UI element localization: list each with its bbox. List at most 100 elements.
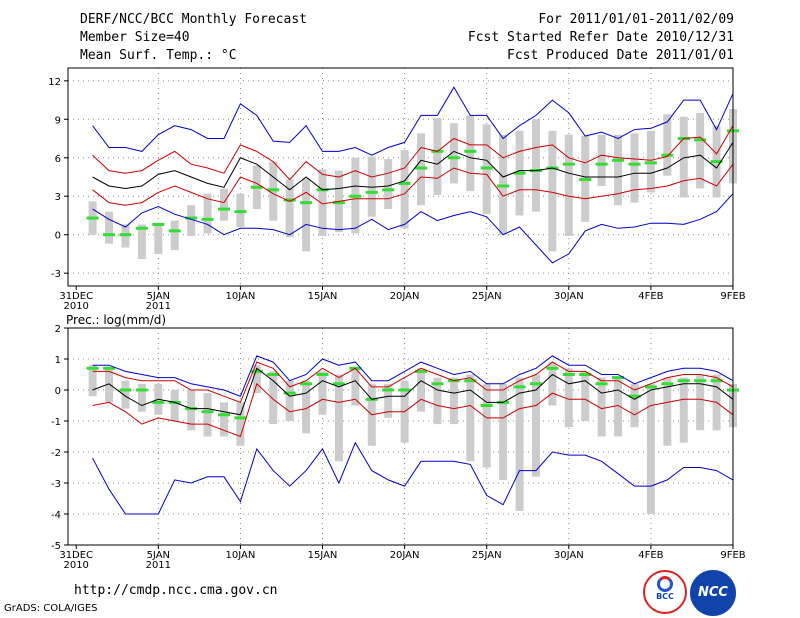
temp-ensemble-box — [384, 159, 393, 210]
forecast-period: For 2011/01/01-2011/02/09 — [538, 12, 734, 27]
temp-x-tick-label: 25JAN — [472, 291, 502, 302]
fcst-produced-date: Fcst Produced Date 2011/01/01 — [507, 48, 734, 63]
temp-max-line — [92, 86, 734, 156]
source-url[interactable]: http://cmdp.ncc.cma.gov.cn — [74, 583, 278, 598]
temp-lower-line — [92, 163, 734, 206]
prec-ensemble-box — [269, 371, 278, 425]
temp-x-tick-label: 31DEC — [59, 291, 93, 302]
temp-upper-line — [92, 125, 734, 181]
temp-ensemble-box — [400, 150, 409, 229]
prec-ensemble-box — [236, 402, 245, 446]
bottom-variable-label: Prec.: log(mm/d) — [66, 313, 166, 327]
prec-x-tick-sublabel: 2010 — [63, 560, 88, 571]
prec-ensemble-box — [630, 383, 639, 428]
grads-credit: GrADS: COLA/IGES — [4, 603, 98, 614]
prec-ensemble-box — [351, 368, 360, 406]
temp-x-tick-label: 15JAN — [308, 291, 338, 302]
temp-ensemble-box — [318, 169, 327, 236]
chart-title: DERF/NCC/BCC Monthly Forecast — [80, 12, 307, 27]
prec-ensemble-box — [384, 383, 393, 418]
temp-x-tick-label: 10JAN — [225, 291, 255, 302]
prec-ensemble-box — [449, 377, 458, 425]
temp-ensemble-box — [105, 211, 114, 244]
prec-ensemble-box — [105, 368, 114, 403]
prec-ensemble-box — [187, 390, 196, 431]
prec-lower-line — [92, 382, 734, 438]
prec-ensemble-box — [302, 380, 311, 434]
prec-upper-line — [92, 361, 734, 404]
temp-min-line — [92, 193, 734, 264]
temp-ensemble-box — [187, 205, 196, 236]
prec-ensemble-box — [696, 374, 705, 431]
prec-ensemble-box — [531, 374, 540, 477]
bcc-logo-swirl-icon — [657, 576, 673, 592]
ncc-logo: NCC — [690, 570, 736, 616]
prec-ensemble-box — [564, 368, 573, 428]
temp-mean-line — [92, 142, 734, 191]
prec-y-tick-label: -1 — [51, 417, 61, 428]
prec-ensemble-box — [252, 365, 261, 394]
prec-y-tick-label: -2 — [51, 448, 61, 459]
prec-ensemble-box — [663, 377, 672, 446]
prec-ensemble-box — [466, 374, 475, 462]
prec-x-tick-label: 25JAN — [472, 550, 502, 561]
temp-y-tick-label: 0 — [55, 231, 61, 242]
prec-ensemble-box — [219, 402, 228, 437]
temp-plot-frame — [67, 67, 734, 287]
prec-ensemble-box — [679, 377, 688, 443]
prec-max-line — [92, 355, 734, 397]
prec-ensemble-box — [548, 362, 557, 406]
temp-ensemble-box — [679, 116, 688, 198]
temp-ensemble-box — [170, 220, 179, 251]
temp-x-tick-label: 30JAN — [554, 291, 584, 302]
temp-ensemble-box — [630, 133, 639, 203]
temp-ensemble-box — [449, 123, 458, 184]
temp-y-tick-label: -3 — [51, 269, 61, 280]
temp-y-tick-label: 6 — [55, 154, 61, 165]
temp-ensemble-box — [597, 134, 606, 186]
prec-ensemble-box — [646, 383, 655, 514]
prec-ensemble-box — [170, 390, 179, 421]
prec-ensemble-box — [581, 371, 590, 421]
prec-x-tick-sublabel: 2011 — [146, 560, 171, 571]
prec-y-tick-label: 0 — [55, 386, 61, 397]
temp-x-tick-sublabel: 2010 — [63, 301, 88, 312]
temp-y-tick-label: 12 — [48, 77, 61, 88]
prec-x-tick-label: 30JAN — [554, 550, 584, 561]
temp-ensemble-box — [219, 188, 228, 221]
prec-ensemble-box — [137, 383, 146, 412]
prec-x-tick-label: 4FEB — [638, 550, 663, 561]
prec-ensemble-box — [88, 365, 97, 397]
prec-ensemble-box — [614, 377, 623, 437]
ncc-logo-text: NCC — [698, 585, 728, 600]
prec-x-tick-label: 10JAN — [225, 550, 255, 561]
prec-ensemble-box — [334, 374, 343, 462]
prec-ensemble-box — [433, 377, 442, 425]
prec-plot-frame — [67, 327, 734, 546]
temp-ensemble-box — [285, 179, 294, 238]
temp-y-tick-label: 9 — [55, 115, 61, 126]
temp-ensemble-box — [548, 130, 557, 252]
prec-ensemble-box — [417, 368, 426, 412]
temp-ensemble-box — [302, 178, 311, 252]
temp-ensemble-box — [531, 119, 540, 212]
prec-y-tick-label: -4 — [51, 510, 61, 521]
prec-y-tick-label: -5 — [51, 541, 61, 552]
temp-x-tick-label: 4FEB — [638, 291, 663, 302]
prec-x-tick-label: 5JAN — [147, 550, 170, 561]
prec-y-tick-label: 1 — [55, 355, 61, 366]
bcc-logo-text: BCC — [656, 592, 674, 601]
prec-ensemble-box — [285, 380, 294, 421]
fcst-started-date: Fcst Started Refer Date 2010/12/31 — [467, 30, 734, 45]
prec-x-tick-label: 31DEC — [59, 550, 93, 561]
prec-ensemble-box — [318, 371, 327, 415]
prec-x-tick-label: 20JAN — [390, 550, 420, 561]
prec-ensemble-box — [597, 377, 606, 437]
prec-ensemble-box — [203, 393, 212, 437]
prec-ensemble-box — [482, 383, 491, 468]
temp-y-tick-label: 3 — [55, 192, 61, 203]
temp-ensemble-box — [696, 112, 705, 189]
temp-ensemble-box — [137, 224, 146, 260]
